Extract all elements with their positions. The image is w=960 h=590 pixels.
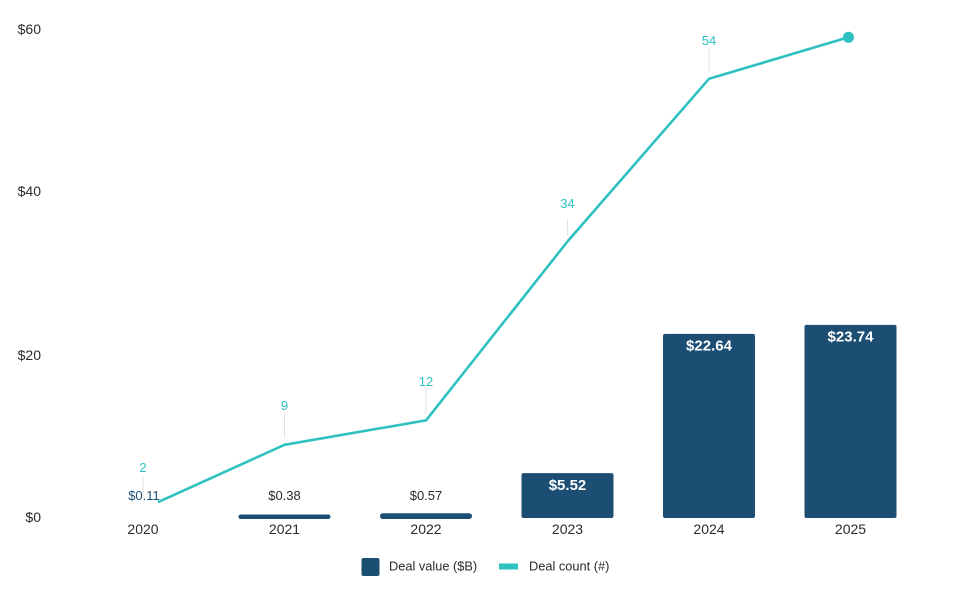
svg-text:Deal value ($B): Deal value ($B) bbox=[389, 559, 477, 574]
svg-text:$0.38: $0.38 bbox=[268, 488, 301, 503]
svg-text:$0.57: $0.57 bbox=[410, 488, 443, 503]
svg-text:Deal count (#): Deal count (#) bbox=[529, 559, 609, 574]
svg-text:$0: $0 bbox=[25, 509, 41, 525]
svg-text:2020: 2020 bbox=[127, 521, 158, 537]
svg-text:12: 12 bbox=[419, 374, 433, 389]
svg-text:2023: 2023 bbox=[552, 521, 583, 537]
svg-text:$40: $40 bbox=[18, 183, 42, 199]
svg-text:$22.64: $22.64 bbox=[686, 338, 733, 355]
svg-text:$20: $20 bbox=[18, 347, 42, 363]
svg-text:34: 34 bbox=[560, 196, 574, 211]
svg-text:2021: 2021 bbox=[269, 521, 300, 537]
svg-text:9: 9 bbox=[281, 398, 288, 413]
svg-text:$0.11: $0.11 bbox=[128, 488, 160, 503]
svg-text:$5.52: $5.52 bbox=[549, 477, 587, 494]
svg-text:$23.74: $23.74 bbox=[828, 329, 875, 346]
svg-text:2025: 2025 bbox=[835, 521, 866, 537]
svg-text:54: 54 bbox=[702, 33, 716, 48]
svg-text:2024: 2024 bbox=[693, 521, 724, 537]
svg-text:2022: 2022 bbox=[410, 521, 441, 537]
svg-text:$60: $60 bbox=[18, 21, 42, 37]
svg-text:2: 2 bbox=[139, 460, 146, 475]
